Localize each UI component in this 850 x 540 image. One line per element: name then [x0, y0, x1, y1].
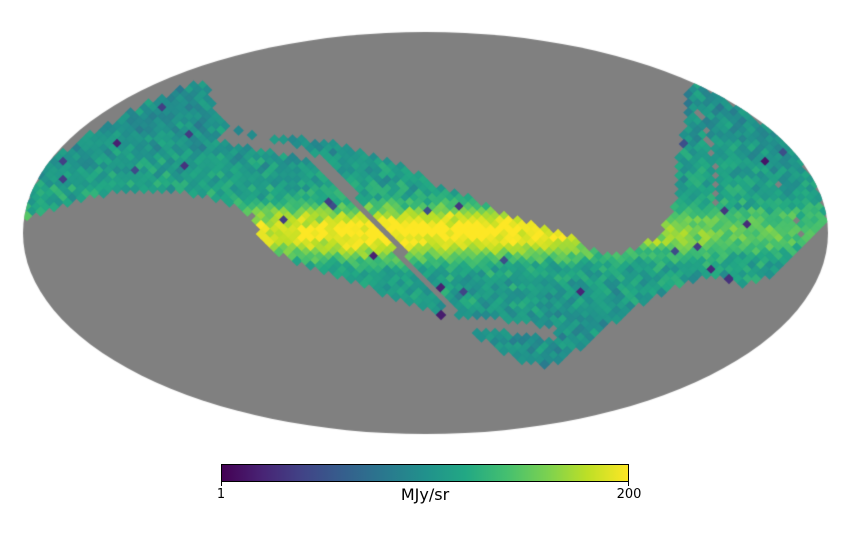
colorbar-unit-label: MJy/sr	[400, 485, 450, 504]
colorbar-tick-min	[221, 482, 222, 486]
colorbar-ticklabel-max: 200	[616, 487, 642, 502]
colorbar-ticklabel-min: 1	[216, 487, 226, 502]
colorbar-gradient	[221, 464, 629, 482]
colorbar-tick-max	[628, 482, 629, 486]
